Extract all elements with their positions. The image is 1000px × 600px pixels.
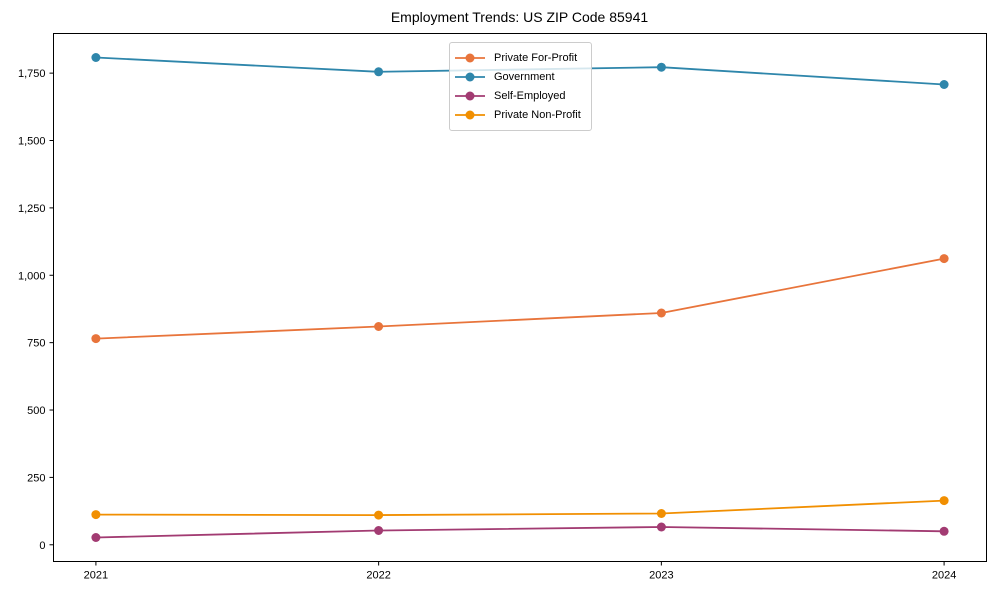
data-point-private-non-profit xyxy=(656,509,666,518)
data-point-government xyxy=(91,53,101,62)
legend-item-self-employed: Self-Employed xyxy=(455,86,581,105)
data-point-government xyxy=(939,80,949,89)
legend-marker-icon xyxy=(455,72,485,81)
data-point-private-for-profit xyxy=(91,334,101,344)
legend-item-private-for-profit: Private For-Profit xyxy=(455,48,581,67)
y-tick-label: 1,500 xyxy=(18,136,46,148)
x-tick-label: 2022 xyxy=(366,570,390,582)
data-point-private-for-profit xyxy=(656,308,666,318)
data-point-private-for-profit xyxy=(374,322,384,331)
data-point-government xyxy=(656,62,666,72)
plot-area-border xyxy=(53,33,987,562)
series-line-private-non-profit xyxy=(95,499,945,517)
legend-marker-icon xyxy=(455,53,485,62)
legend-item-label: Government xyxy=(494,70,555,83)
data-point-private-non-profit xyxy=(91,510,101,520)
series-line-private-for-profit xyxy=(95,257,945,340)
x-tick-label: 2021 xyxy=(84,570,108,582)
legend-item-government: Government xyxy=(455,67,581,86)
y-tick-label: 0 xyxy=(39,540,45,552)
data-point-private-for-profit xyxy=(939,254,949,264)
data-point-self-employed xyxy=(656,522,666,532)
y-tick-label: 250 xyxy=(27,472,45,484)
data-point-self-employed xyxy=(91,533,101,542)
y-tick-label: 750 xyxy=(27,338,45,350)
legend-marker-icon xyxy=(455,110,485,119)
x-tick-label: 2024 xyxy=(932,570,956,582)
data-point-private-non-profit xyxy=(939,496,949,506)
y-tick-label: 1,000 xyxy=(18,270,46,282)
legend-item-label: Private Non-Profit xyxy=(494,108,581,121)
data-point-private-non-profit xyxy=(374,510,384,520)
legend: Private For-Profit Government Self-Employe… xyxy=(449,42,592,131)
data-point-government xyxy=(374,67,384,77)
legend-marker-icon xyxy=(455,91,485,100)
data-point-self-employed xyxy=(374,526,384,535)
data-point-self-employed xyxy=(939,526,949,536)
y-tick-label: 1,750 xyxy=(18,68,46,80)
y-tick-label: 1,250 xyxy=(18,203,46,215)
y-tick-label: 500 xyxy=(27,405,45,417)
chart-title: Employment Trends: US ZIP Code 85941 xyxy=(390,9,649,25)
legend-item-label: Self-Employed xyxy=(494,89,566,102)
legend-item-label: Private For-Profit xyxy=(494,51,578,64)
x-tick-label: 2023 xyxy=(649,570,673,582)
series-line-self-employed xyxy=(95,526,945,539)
legend-item-private-non-profit: Private Non-Profit xyxy=(455,105,581,124)
